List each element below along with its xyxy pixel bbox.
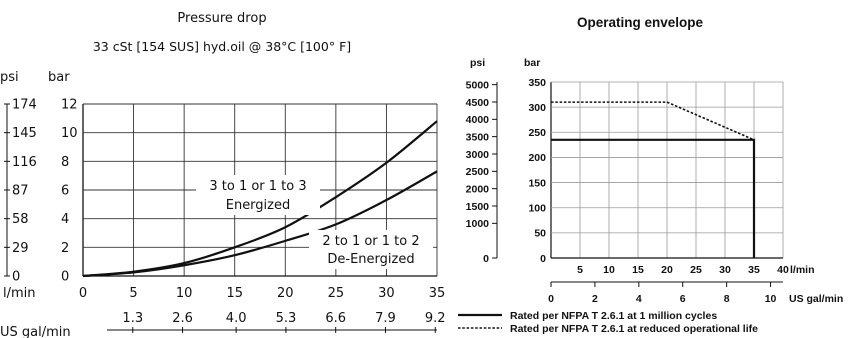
c2-psi-tick-label: 5000 (466, 79, 490, 91)
c1-psi-tick-label: 0 (12, 270, 20, 285)
c2-title: Operating envelope (577, 15, 704, 30)
c2-x-tick-label: 25 (690, 264, 702, 276)
c2-gal-axis: 0 2 4 6 8 10 (548, 281, 783, 305)
c1-y-tick-label: 2 (61, 241, 69, 256)
c1-psi-tick-label: 29 (12, 241, 29, 256)
c2-gal-tick-label: 4 (636, 293, 642, 305)
c1-x-tick-label: 30 (378, 286, 395, 301)
c2-psi-tick-label: 4000 (466, 114, 490, 126)
c1-gal-tick-label: 4.0 (226, 311, 247, 326)
c1-psi-tick-label: 58 (12, 212, 29, 227)
c2-bar-unit-label: bar (524, 57, 540, 69)
c1-y-tick-label: 0 (61, 270, 69, 285)
c2-psi-tick-label: 1000 (466, 218, 490, 230)
c1-gal-axis: 1.3 2.6 4.0 5.3 6.6 7.9 9.2 (107, 311, 446, 333)
c2-psi-tick-label: 1500 (466, 201, 490, 213)
c1-x-tick-label: 0 (79, 286, 87, 301)
c1-series-label-line: 3 to 1 or 1 to 3 (209, 179, 306, 194)
c2-x-tick-label: 35 (748, 264, 760, 276)
c1-x-unit-label: l/min (3, 286, 36, 301)
c2-x-tick-label: 30 (719, 264, 731, 276)
c1-y-tick-labels: 0 2 4 6 8 10 12 (61, 98, 78, 285)
c1-x-tick-label: 20 (277, 286, 294, 301)
c2-gal-tick-label: 8 (724, 293, 730, 305)
c1-series-line (82, 170, 438, 278)
c1-series-label-line: 2 to 1 or 1 to 2 (322, 234, 419, 249)
c1-gal-tick-label: 2.6 (172, 311, 193, 326)
c2-y-tick-label: 350 (528, 77, 546, 89)
c1-y-tick-label: 6 (61, 184, 69, 199)
c1-y-tick-label: 8 (61, 155, 69, 170)
operating-envelope-chart: Operating envelope psi bar l/min US gal/… (458, 15, 843, 335)
c2-y-tick-label: 250 (528, 127, 546, 139)
c2-gal-tick-label: 6 (680, 293, 686, 305)
c2-psi-tick-label: 2500 (466, 166, 490, 178)
c1-psi-tick-label: 174 (12, 98, 37, 113)
c1-series-label-bg (196, 175, 320, 215)
c2-legend: Rated per NFPA T 2.6.1 at 1 million cycl… (458, 310, 758, 335)
c2-grid (550, 81, 784, 259)
c1-psi-tick-label: 87 (12, 184, 29, 199)
c2-series-lines (551, 101, 756, 258)
pressure-drop-chart: Pressure drop 33 cSt [154 SUS] hyd.oil @… (0, 11, 446, 338)
c1-gal-tick-label: 7.9 (375, 311, 396, 326)
c2-gal-tick-label: 2 (592, 293, 598, 305)
c2-x-tick-label: 5 (577, 264, 583, 276)
c1-subtitle: 33 cSt [154 SUS] hyd.oil @ 38°C [100° F] (93, 39, 351, 54)
c1-y-tick-label: 4 (61, 212, 69, 227)
c1-y-tick-label: 10 (61, 126, 78, 141)
c1-x-tick-label: 35 (429, 286, 446, 301)
c2-series-line (551, 101, 755, 141)
c1-x-tick-labels: 0 5 10 15 20 25 30 35 (79, 286, 445, 301)
c2-gal-tick-label: 10 (765, 293, 777, 305)
c2-psi-axis: 0 1000 1500 2000 2500 3000 3500 4000 4500 5000 (466, 79, 498, 265)
c1-series-lines (82, 120, 438, 278)
c1-x2-unit-label: US gal/min (0, 325, 71, 338)
c2-y-tick-label: 50 (534, 228, 546, 240)
c1-bar-unit-label: bar (48, 70, 70, 85)
c1-x-tick-label: 10 (176, 286, 193, 301)
c1-psi-tick-label: 116 (12, 155, 37, 170)
c1-gal-tick-label: 9.2 (425, 311, 446, 326)
c2-x-tick-label: 40 (777, 264, 789, 276)
c2-y-tick-label: 200 (528, 152, 546, 164)
c1-psi-unit-label: psi (0, 70, 19, 85)
c2-psi-tick-label: 2000 (466, 183, 490, 195)
c1-title: Pressure drop (177, 11, 266, 26)
c1-x-tick-label: 25 (328, 286, 345, 301)
c2-legend-label: Rated per NFPA T 2.6.1 at reduced operat… (510, 323, 758, 335)
c2-y-tick-label: 0 (540, 253, 546, 265)
c2-psi-unit-label: psi (470, 57, 485, 69)
c2-gal-tick-label: 0 (548, 293, 554, 305)
c1-gal-tick-label: 1.3 (122, 311, 143, 326)
c1-psi-tick-label: 145 (12, 126, 37, 141)
c1-psi-axis: 0 29 58 87 116 145 174 (4, 98, 37, 285)
c1-y-tick-label: 12 (61, 98, 78, 113)
c2-x2-unit-label: US gal/min (789, 293, 843, 305)
c2-y-tick-labels: 0 50 100 150 200 250 300 350 (528, 77, 546, 265)
c2-x-tick-label: 10 (603, 264, 615, 276)
c2-y-tick-label: 150 (528, 177, 546, 189)
c2-psi-tick-label: 0 (483, 253, 489, 265)
c1-series-label-line: Energized (226, 198, 291, 213)
c2-legend-label: Rated per NFPA T 2.6.1 at 1 million cycl… (510, 310, 717, 322)
c2-x-tick-label: 15 (632, 264, 644, 276)
c2-series-line (551, 138, 756, 258)
c2-y-tick-label: 300 (528, 102, 546, 114)
c2-y-tick-label: 100 (528, 203, 546, 215)
c2-x-tick-label: 20 (661, 264, 673, 276)
c1-series-labels: 3 to 1 or 1 to 3 Energized 2 to 1 or 1 to … (196, 175, 433, 269)
c1-gal-tick-label: 6.6 (325, 311, 346, 326)
c1-series-label-bg (309, 230, 433, 269)
c1-gal-tick-label: 5.3 (276, 311, 297, 326)
c1-x-tick-label: 5 (129, 286, 137, 301)
c2-psi-tick-label: 3500 (466, 131, 490, 143)
c2-x-unit-label: l/min (790, 264, 815, 276)
c2-psi-tick-label: 3000 (466, 149, 490, 161)
c1-series-label-line: De-Energized (327, 252, 414, 267)
c2-x-tick-labels: 5 10 15 20 25 30 35 40 (577, 264, 789, 276)
c1-x-tick-label: 15 (226, 286, 243, 301)
c2-psi-tick-label: 4500 (466, 97, 490, 109)
